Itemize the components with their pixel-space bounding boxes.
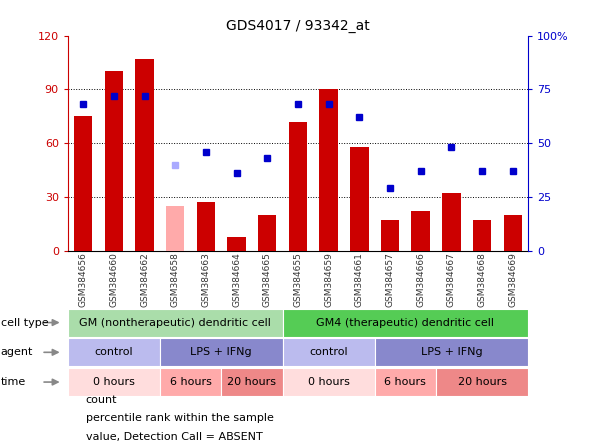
Text: LPS + IFNg: LPS + IFNg: [421, 347, 482, 357]
Bar: [473, 220, 491, 251]
Text: count: count: [86, 395, 117, 404]
Bar: [74, 116, 93, 251]
Bar: [135, 59, 154, 251]
Text: agent: agent: [1, 347, 33, 357]
Bar: [258, 215, 277, 251]
Title: GDS4017 / 93342_at: GDS4017 / 93342_at: [226, 19, 370, 33]
Text: control: control: [309, 347, 348, 357]
Text: GM (nontherapeutic) dendritic cell: GM (nontherapeutic) dendritic cell: [79, 317, 271, 328]
Text: GM4 (therapeutic) dendritic cell: GM4 (therapeutic) dendritic cell: [316, 317, 494, 328]
Text: 0 hours: 0 hours: [308, 377, 349, 387]
Bar: [196, 202, 215, 251]
Text: 6 hours: 6 hours: [170, 377, 211, 387]
Text: control: control: [94, 347, 133, 357]
Bar: [350, 147, 369, 251]
Text: cell type: cell type: [1, 317, 48, 328]
Bar: [319, 89, 338, 251]
Bar: [104, 71, 123, 251]
Text: 20 hours: 20 hours: [457, 377, 507, 387]
Bar: [442, 194, 461, 251]
Text: 20 hours: 20 hours: [227, 377, 277, 387]
Bar: [503, 215, 522, 251]
Bar: [381, 220, 399, 251]
Text: percentile rank within the sample: percentile rank within the sample: [86, 413, 273, 423]
Text: time: time: [1, 377, 26, 387]
Bar: [289, 122, 307, 251]
Bar: [411, 211, 430, 251]
Bar: [166, 206, 185, 251]
Text: value, Detection Call = ABSENT: value, Detection Call = ABSENT: [86, 432, 263, 442]
Bar: [227, 237, 246, 251]
Text: LPS + IFNg: LPS + IFNg: [191, 347, 252, 357]
Text: 6 hours: 6 hours: [385, 377, 426, 387]
Text: 0 hours: 0 hours: [93, 377, 135, 387]
